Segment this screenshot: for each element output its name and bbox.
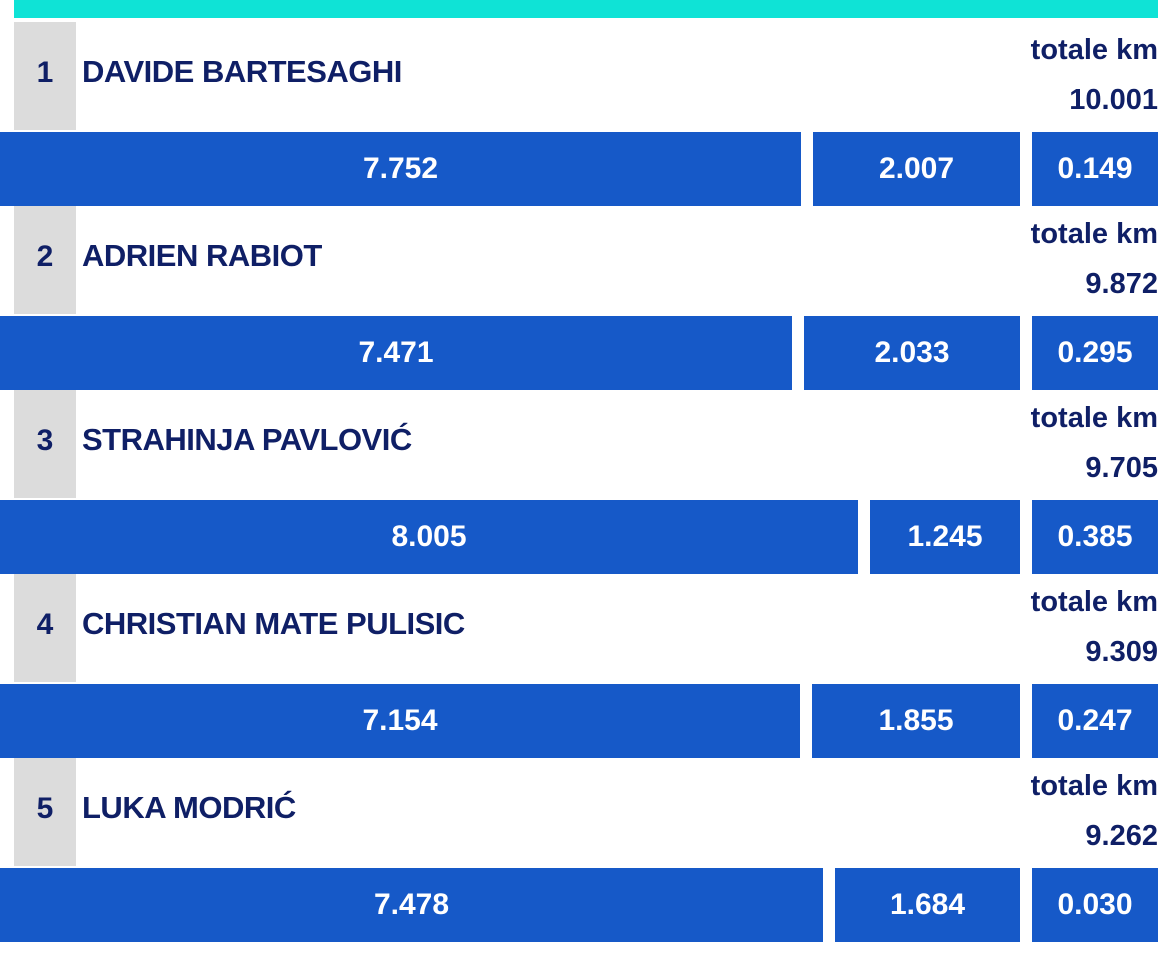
- total-km-label: totale km: [1030, 218, 1158, 250]
- segment-2-bar: 1.684: [835, 868, 1020, 942]
- player-name: STRAHINJA PAVLOVIĆ: [82, 422, 412, 457]
- segment-2-bar: 1.245: [870, 500, 1020, 574]
- player-row: 2 ADRIEN RABIOT totale km 9.872 7.471 2.033 0.…: [0, 206, 1158, 390]
- distance-breakdown-bars: 7.752 2.007 0.149: [0, 132, 1158, 206]
- segment-1-bar: 8.005: [0, 500, 858, 574]
- distance-ranking-list: 1 DAVIDE BARTESAGHI totale km 10.001 7.752 2.…: [0, 22, 1158, 942]
- segment-2-bar: 2.007: [813, 132, 1020, 206]
- total-km-value: 10.001: [1069, 84, 1158, 116]
- player-name: DAVIDE BARTESAGHI: [82, 54, 402, 89]
- segment-3-bar: 0.030: [1032, 868, 1158, 942]
- player-header: 3 STRAHINJA PAVLOVIĆ totale km 9.705: [14, 390, 1158, 498]
- segment-1-bar: 7.471: [0, 316, 792, 390]
- player-name: CHRISTIAN MATE PULISIC: [82, 606, 465, 641]
- player-header: 1 DAVIDE BARTESAGHI totale km 10.001: [14, 22, 1158, 130]
- player-header: 4 CHRISTIAN MATE PULISIC totale km 9.309: [14, 574, 1158, 682]
- rank-column: 2: [14, 206, 76, 314]
- distance-breakdown-bars: 7.154 1.855 0.247: [0, 684, 1158, 758]
- rank-number: 3: [36, 424, 54, 457]
- player-row: 3 STRAHINJA PAVLOVIĆ totale km 9.705 8.005 1.…: [0, 390, 1158, 574]
- segment-3-bar: 0.149: [1032, 132, 1158, 206]
- distance-breakdown-bars: 7.471 2.033 0.295: [0, 316, 1158, 390]
- total-km-value: 9.705: [1085, 452, 1158, 484]
- top-accent-bar: [14, 0, 1158, 18]
- rank-column: 3: [14, 390, 76, 498]
- segment-3-bar: 0.247: [1032, 684, 1158, 758]
- player-name: LUKA MODRIĆ: [82, 790, 296, 825]
- segment-3-bar: 0.385: [1032, 500, 1158, 574]
- segment-2-bar: 1.855: [812, 684, 1020, 758]
- total-km-value: 9.872: [1085, 268, 1158, 300]
- total-km-value: 9.262: [1085, 820, 1158, 852]
- segment-1-bar: 7.752: [0, 132, 801, 206]
- player-header: 5 LUKA MODRIĆ totale km 9.262: [14, 758, 1158, 866]
- rank-column: 5: [14, 758, 76, 866]
- rank-number: 2: [36, 240, 54, 273]
- segment-2-bar: 2.033: [804, 316, 1020, 390]
- rank-column: 1: [14, 22, 76, 130]
- player-row: 5 LUKA MODRIĆ totale km 9.262 7.478 1.684 0.03…: [0, 758, 1158, 942]
- rank-number: 1: [36, 56, 54, 89]
- distance-breakdown-bars: 8.005 1.245 0.385: [0, 500, 1158, 574]
- player-row: 1 DAVIDE BARTESAGHI totale km 10.001 7.752 2.…: [0, 22, 1158, 206]
- rank-column: 4: [14, 574, 76, 682]
- rank-number: 5: [36, 792, 54, 825]
- segment-1-bar: 7.154: [0, 684, 800, 758]
- total-km-label: totale km: [1030, 34, 1158, 66]
- segment-3-bar: 0.295: [1032, 316, 1158, 390]
- player-header: 2 ADRIEN RABIOT totale km 9.872: [14, 206, 1158, 314]
- total-km-value: 9.309: [1085, 636, 1158, 668]
- player-row: 4 CHRISTIAN MATE PULISIC totale km 9.309 7.1…: [0, 574, 1158, 758]
- total-km-label: totale km: [1030, 402, 1158, 434]
- total-km-label: totale km: [1030, 586, 1158, 618]
- rank-number: 4: [36, 608, 54, 641]
- total-km-label: totale km: [1030, 770, 1158, 802]
- distance-breakdown-bars: 7.478 1.684 0.030: [0, 868, 1158, 942]
- player-name: ADRIEN RABIOT: [82, 238, 322, 273]
- segment-1-bar: 7.478: [0, 868, 823, 942]
